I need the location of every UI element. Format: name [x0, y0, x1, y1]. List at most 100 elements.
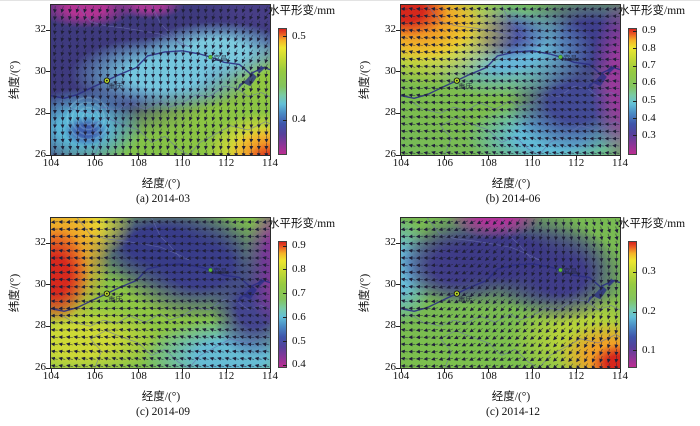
x-tick-mark: [619, 369, 621, 373]
x-tick-label: 110: [524, 370, 541, 382]
x-tick-label: 110: [174, 157, 191, 169]
city-marker: 宜昌: [208, 54, 227, 63]
subplot-b-2014-06: 纬度/(°) 重庆 宜昌 经度/(°) (b) 2014-06 水平形变/mm 1…: [350, 0, 700, 213]
colorbar-tick-mark: [633, 271, 637, 273]
province-border: [182, 85, 270, 104]
x-tick-mark: [181, 369, 183, 373]
x-tick-mark: [50, 156, 52, 160]
subplot-caption: (b) 2014-06: [485, 193, 541, 205]
y-tick-label: 32: [385, 23, 396, 35]
province-border: [439, 117, 540, 155]
colorbar-tick-mark: [633, 135, 637, 137]
x-tick-label: 106: [86, 157, 104, 169]
x-tick-mark: [619, 156, 621, 160]
quiver-field: [401, 219, 619, 368]
colorbar-tick-mark: [633, 82, 637, 84]
colorbar-tick-label: 0.5: [292, 334, 306, 347]
y-tick-label: 32: [35, 23, 46, 35]
province-border: [89, 330, 190, 368]
province-border: [89, 117, 190, 155]
colorbar-tick-label: 0.3: [642, 128, 656, 141]
x-tick-label: 110: [174, 370, 191, 382]
x-tick-label: 104: [42, 370, 60, 382]
city-marker: 重庆: [103, 77, 122, 91]
x-tick-label: 114: [261, 157, 279, 169]
x-tick-mark: [225, 156, 227, 160]
y-tick-label: 32: [385, 236, 396, 248]
x-tick-mark: [531, 369, 533, 373]
x-tick-label: 112: [568, 157, 585, 169]
colorbar-title: 水平形变/mm: [268, 5, 336, 17]
y-tick-mark: [46, 284, 50, 286]
province-border: [427, 218, 540, 261]
ripple-ring: [66, 96, 111, 141]
colorbar-tick-label: 0.4: [292, 113, 306, 126]
colorbar-tick-label: 0.4: [292, 358, 306, 371]
subplot-c-2014-09: 纬度/(°) 重庆 宜昌 经度/(°) (c) 2014-09 水平形变/mm 1…: [0, 213, 350, 426]
colorbar-tick-mark: [283, 364, 287, 366]
lake: [606, 278, 615, 287]
province-border: [151, 218, 190, 261]
x-tick-mark: [94, 369, 96, 373]
colorbar-tick-label: 0.4: [642, 111, 656, 124]
y-tick-mark: [396, 29, 400, 31]
y-tick-mark: [46, 154, 50, 156]
city-marker: 重庆: [453, 290, 472, 304]
subplot-d-2014-12: 纬度/(°) 重庆 宜昌 经度/(°) (c) 2014-12 水平形变/mm 1…: [350, 213, 700, 426]
colorbar-tick-mark: [283, 269, 287, 271]
x-tick-label: 108: [480, 157, 497, 169]
colorbar-tick-label: 0.6: [292, 310, 306, 323]
y-tick-mark: [396, 284, 400, 286]
colorbar: [278, 28, 287, 155]
colorbar-tick-label: 0.7: [642, 59, 656, 72]
x-tick-label: 108: [480, 370, 497, 382]
city-label: 重庆: [108, 295, 122, 304]
colorbar-tick-label: 0.7: [292, 286, 306, 299]
colorbar-title: 水平形变/mm: [618, 5, 686, 17]
yangtze-river: [51, 263, 270, 313]
y-tick-label: 30: [385, 64, 396, 77]
x-tick-mark: [488, 369, 490, 373]
city-label: 重庆: [108, 82, 122, 91]
lake: [237, 285, 257, 304]
y-tick-label: 30: [385, 277, 396, 290]
colorbar: [278, 241, 287, 368]
y-tick-mark: [46, 242, 50, 244]
x-tick-mark: [225, 369, 227, 373]
x-tick-mark: [181, 156, 183, 160]
colorbar-tick-label: 0.6: [642, 76, 656, 89]
colorbar-tick-mark: [283, 119, 287, 121]
subplot-caption: (c) 2014-12: [486, 406, 540, 418]
province-border: [538, 121, 620, 155]
y-tick-mark: [396, 367, 400, 369]
subplot-caption: (c) 2014-09: [136, 406, 190, 418]
yangtze-river: [401, 263, 620, 313]
x-tick-label: 114: [611, 157, 629, 169]
city-marker: 宜昌: [558, 54, 577, 63]
x-tick-label: 104: [392, 370, 410, 382]
x-tick-mark: [138, 369, 140, 373]
map-overlay: 重庆 宜昌: [51, 5, 270, 155]
quiver-field: [51, 219, 270, 368]
y-tick-label: 30: [35, 277, 46, 290]
city-label: 宜昌: [213, 267, 227, 276]
x-tick-label: 106: [436, 157, 454, 169]
city-label: 重庆: [458, 295, 472, 304]
colorbar-tick-mark: [633, 350, 637, 352]
y-tick-label: 26: [35, 148, 46, 160]
y-tick-label: 28: [35, 106, 46, 119]
y-tick-label: 26: [385, 361, 396, 373]
colorbar-tick-mark: [633, 65, 637, 67]
map-plot: 重庆 宜昌: [400, 4, 621, 156]
colorbar-tick-label: 0.3: [642, 265, 656, 278]
figure-border-top: [0, 0, 700, 1]
x-axis-label: 经度/(°): [141, 178, 181, 190]
province-border: [188, 334, 270, 368]
colorbar-tick-label: 0.2: [642, 305, 656, 318]
province-border: [427, 5, 540, 48]
y-tick-label: 26: [35, 361, 46, 373]
y-tick-mark: [46, 71, 50, 73]
y-tick-mark: [396, 154, 400, 156]
map-plot: 重庆 宜昌: [400, 217, 621, 369]
